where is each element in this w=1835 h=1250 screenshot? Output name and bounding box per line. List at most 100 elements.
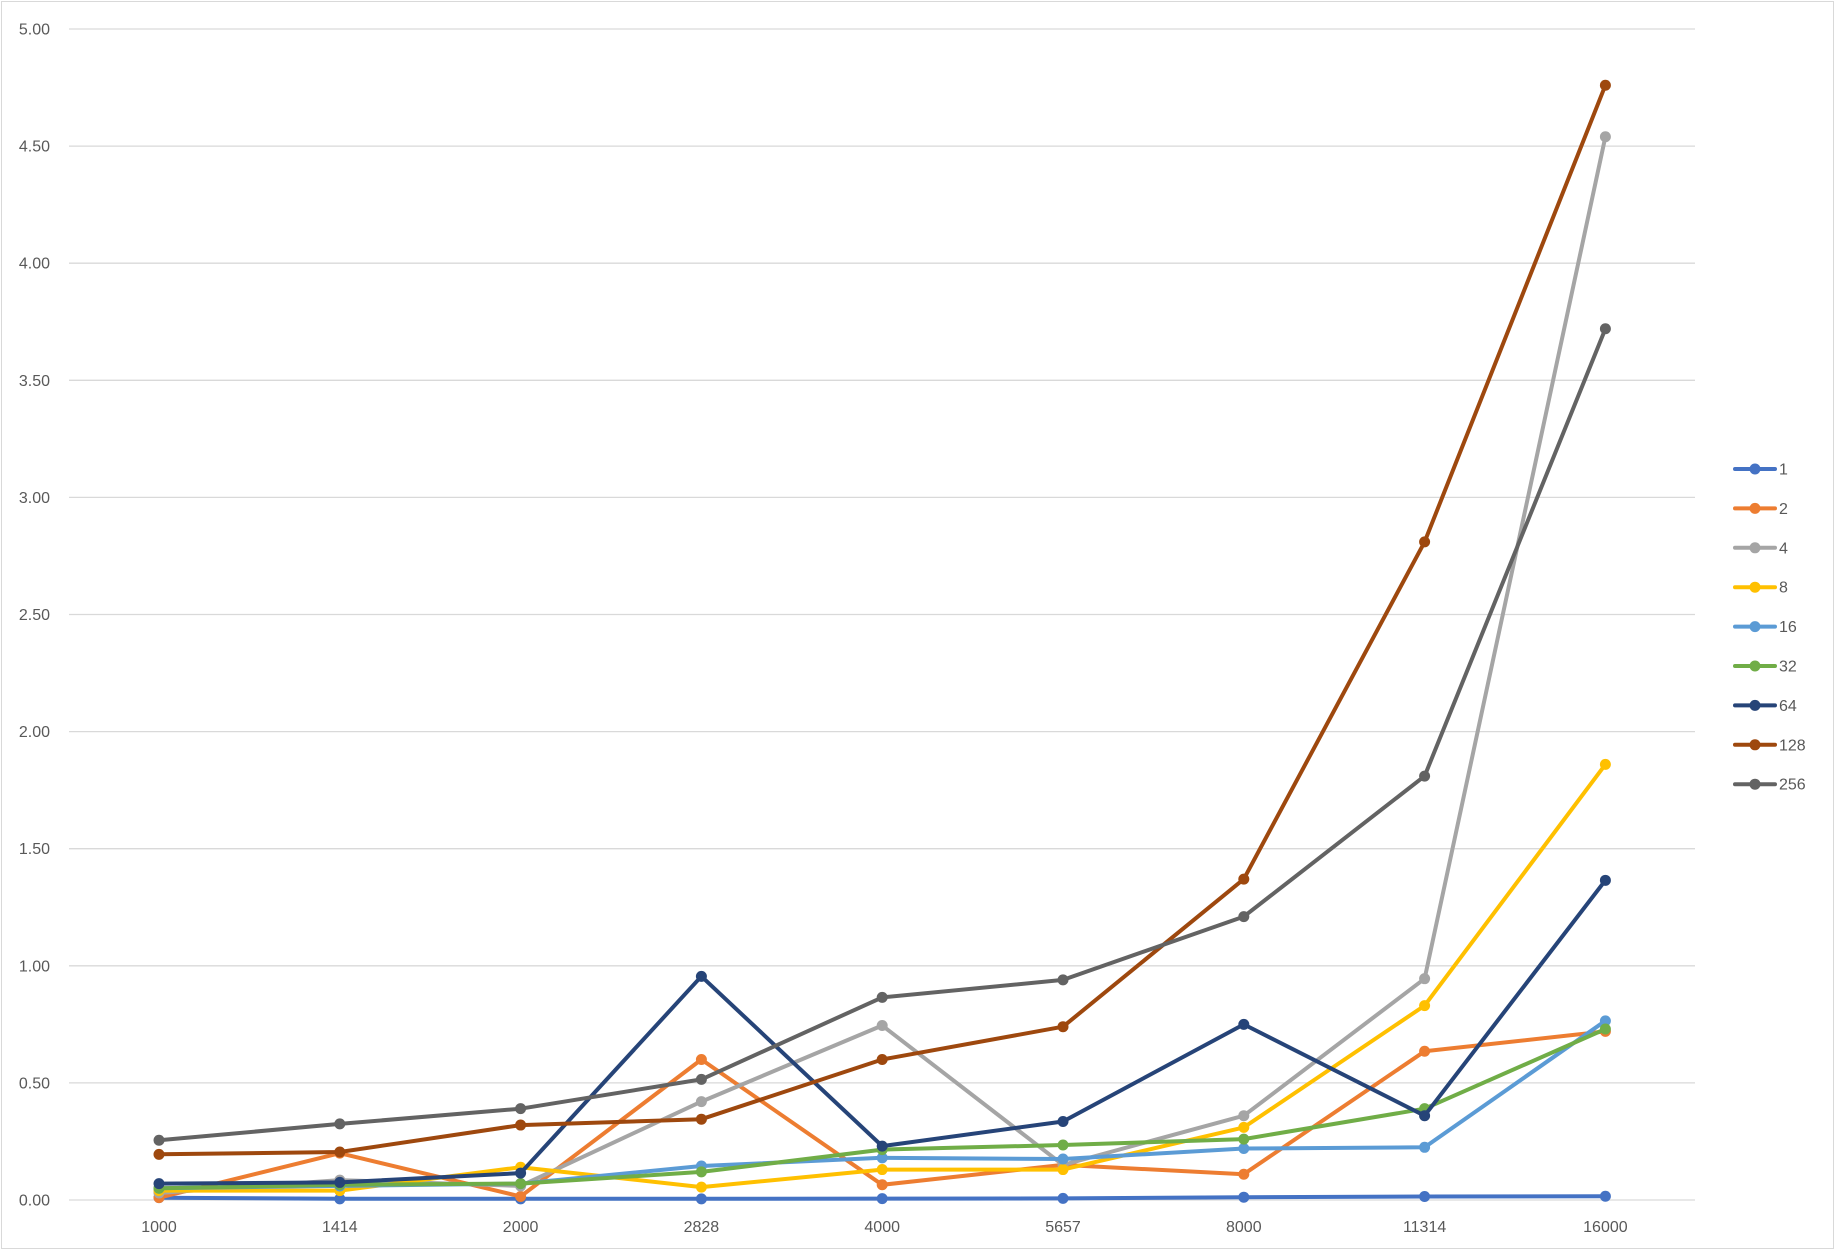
data-point [1238, 1133, 1250, 1145]
legend-label: 16 [1779, 619, 1797, 636]
data-point [334, 1193, 346, 1205]
data-point [1419, 1190, 1431, 1202]
series-line-8 [157, 762, 1608, 1193]
x-tick-label: 2828 [684, 1219, 720, 1236]
x-tick-label: 16000 [1583, 1219, 1628, 1236]
legend-label: 8 [1779, 580, 1788, 597]
x-tick-label: 8000 [1226, 1219, 1262, 1236]
y-tick-label: 5.00 [19, 22, 50, 39]
y-tick-label: 3.50 [19, 373, 50, 390]
x-tick-label: 1000 [141, 1219, 177, 1236]
data-point [1599, 874, 1611, 886]
data-point [1419, 1000, 1431, 1012]
data-point [334, 1176, 346, 1188]
legend-label: 128 [1779, 737, 1806, 754]
series-64 [153, 874, 1611, 1190]
data-point [334, 1118, 346, 1130]
data-point [1057, 1192, 1069, 1204]
data-point [1238, 1110, 1250, 1122]
legend-item-64: 64 [1733, 698, 1797, 715]
data-point [1057, 974, 1069, 986]
data-point [1599, 1190, 1611, 1202]
data-point [1238, 1018, 1250, 1030]
data-point [1599, 131, 1611, 143]
legend-item-16: 16 [1733, 619, 1797, 636]
series-4 [153, 131, 1611, 1199]
legend-label: 256 [1779, 777, 1806, 794]
data-point [1419, 1045, 1431, 1057]
data-point [1057, 1116, 1069, 1128]
data-point [1057, 1153, 1069, 1165]
data-point [1238, 873, 1250, 885]
y-tick-label: 4.00 [19, 256, 50, 273]
y-tick-label: 4.50 [19, 139, 50, 156]
series-256 [153, 323, 1611, 1146]
data-point [1599, 1023, 1611, 1035]
legend-marker [1749, 660, 1761, 672]
y-tick-label: 1.50 [19, 841, 50, 858]
data-point [153, 1148, 165, 1160]
data-point [515, 1190, 527, 1202]
x-axis-tick-labels: 1000 1414 2000 2828 4000 5657 8000 11314 16000 [141, 1219, 1628, 1236]
data-point [876, 1193, 888, 1205]
data-point [876, 1164, 888, 1176]
data-point [695, 1193, 707, 1205]
data-point [876, 991, 888, 1003]
data-point [1419, 1141, 1431, 1153]
legend-label: 4 [1779, 540, 1788, 557]
legend-item-32: 32 [1733, 659, 1797, 676]
legend-marker [1749, 778, 1761, 790]
data-point [1599, 323, 1611, 335]
data-point [1057, 1021, 1069, 1033]
legend-marker [1749, 581, 1761, 593]
legend-marker [1749, 621, 1761, 633]
legend-item-256: 256 [1733, 777, 1806, 794]
series-8 [153, 758, 1611, 1197]
legend-marker [1749, 463, 1761, 475]
series-line-256 [157, 326, 1608, 1143]
legend-marker [1749, 699, 1761, 711]
data-point [695, 970, 707, 982]
y-tick-label: 0.00 [19, 1193, 50, 1210]
data-point [1057, 1164, 1069, 1176]
data-point [1599, 758, 1611, 770]
data-point [876, 1020, 888, 1032]
data-point [334, 1146, 346, 1158]
legend-item-8: 8 [1733, 580, 1788, 597]
y-tick-label: 3.00 [19, 490, 50, 507]
data-point [695, 1053, 707, 1065]
legend: 1 2 4 8 16 32 64 128 256 [1733, 462, 1806, 794]
legend-item-128: 128 [1733, 737, 1806, 754]
data-point [876, 1152, 888, 1164]
data-point [876, 1140, 888, 1152]
legend-label: 2 [1779, 501, 1788, 518]
data-point [1057, 1139, 1069, 1151]
x-tick-label: 11314 [1403, 1219, 1446, 1236]
data-point [1238, 1142, 1250, 1154]
data-point [1419, 536, 1431, 548]
y-axis-tick-labels: 0.00 0.50 1.00 1.50 2.00 2.50 3.00 3.50 4.00 4.50… [19, 22, 50, 1210]
gridlines [69, 28, 1695, 1201]
data-point [1419, 770, 1431, 782]
x-tick-label: 1414 [322, 1219, 358, 1236]
data-point [1238, 1121, 1250, 1133]
data-point [1599, 79, 1611, 91]
data-point [1238, 911, 1250, 923]
data-point [876, 1053, 888, 1065]
series-lines [153, 79, 1611, 1205]
data-point [1419, 973, 1431, 985]
legend-item-4: 4 [1733, 540, 1788, 557]
data-point [515, 1103, 527, 1115]
data-point [695, 1096, 707, 1108]
legend-label: 1 [1779, 462, 1788, 479]
y-tick-label: 0.50 [19, 1075, 50, 1092]
data-point [695, 1181, 707, 1193]
legend-label: 64 [1779, 698, 1797, 715]
data-point [1238, 1191, 1250, 1203]
legend-marker [1749, 502, 1761, 514]
data-point [695, 1073, 707, 1085]
data-point [515, 1178, 527, 1190]
legend-label: 32 [1779, 659, 1797, 676]
